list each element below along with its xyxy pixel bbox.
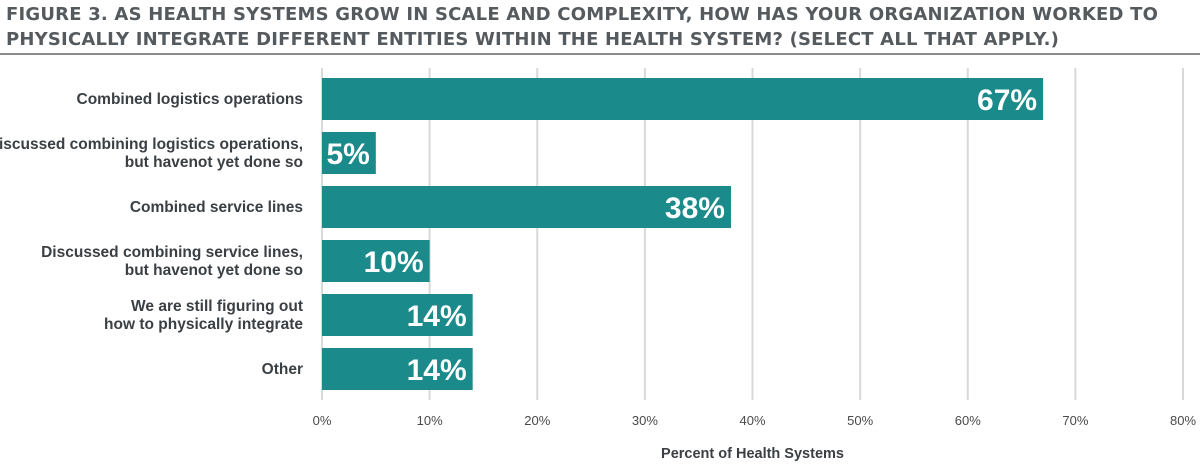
bar-value-label: 14%	[407, 300, 467, 333]
bar-value-label: 67%	[977, 84, 1037, 117]
category-label: Combined service lines	[130, 199, 303, 216]
x-tick-label: 0%	[313, 413, 332, 428]
x-tick-label: 70%	[1062, 413, 1088, 428]
x-tick-label: 10%	[417, 413, 443, 428]
chart-title: FIGURE 3. AS HEALTH SYSTEMS GROW IN SCAL…	[6, 2, 1196, 52]
bar-value-label: 14%	[407, 354, 467, 387]
category-label: how to physically integrate	[104, 316, 303, 333]
x-tick-label: 40%	[739, 413, 765, 428]
x-tick-label: 20%	[524, 413, 550, 428]
bar	[322, 78, 1044, 120]
bar	[322, 294, 473, 336]
x-tick-label: 50%	[847, 413, 873, 428]
bar	[322, 348, 473, 390]
x-axis-title: Percent of Health Systems	[661, 446, 844, 462]
title-divider	[0, 53, 1200, 55]
category-label: Other	[262, 361, 303, 378]
category-label: but havenot yet done so	[125, 262, 303, 279]
category-label: Combined logistics operations	[77, 91, 304, 108]
x-tick-label: 30%	[632, 413, 658, 428]
chart-title-line-1: FIGURE 3. AS HEALTH SYSTEMS GROW IN SCAL…	[6, 4, 1159, 25]
category-label: Discussed combining logistics operations…	[0, 136, 303, 153]
bar-value-label: 38%	[665, 192, 725, 225]
bar-value-label: 10%	[364, 246, 424, 279]
chart-title-line-2: PHYSICALLY INTEGRATE DIFFERENT ENTITIES …	[6, 29, 1060, 50]
x-tick-label: 60%	[955, 413, 981, 428]
category-label: Discussed combining service lines,	[41, 244, 303, 261]
bar-value-label: 5%	[326, 138, 369, 171]
bar	[322, 240, 430, 282]
category-label: but havenot yet done so	[125, 154, 303, 171]
category-label: We are still figuring out	[131, 298, 303, 315]
bar	[322, 132, 376, 174]
x-tick-label: 80%	[1170, 413, 1196, 428]
bar	[322, 186, 731, 228]
